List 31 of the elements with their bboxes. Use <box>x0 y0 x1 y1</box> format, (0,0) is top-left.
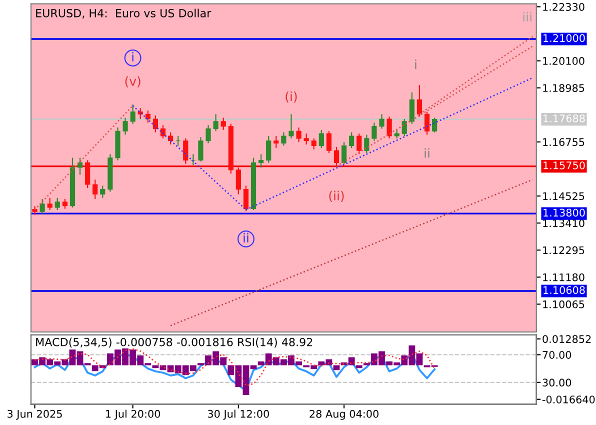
ref-line-label: 1.10608 <box>544 286 585 294</box>
y-tick-label: 0.012852 <box>542 335 591 343</box>
y-tick-label: 1.16755 <box>543 138 584 146</box>
annotation: ii <box>244 232 248 242</box>
annotation: i <box>415 60 416 70</box>
annotation: (v) <box>125 76 140 88</box>
y-tick-label: 1.13410 <box>543 219 584 228</box>
ref-line-label: 1.13800 <box>544 208 585 217</box>
y-tick-label: 1.11180 <box>543 273 584 282</box>
ref-line-label: 1.15750 <box>544 161 585 170</box>
y-tick-label: 1.18985 <box>543 84 584 92</box>
y-tick-label: -0.016640 <box>542 396 595 404</box>
y-tick-label: 1.14525 <box>543 192 584 200</box>
y-tick-label: 1.10065 <box>543 300 584 308</box>
chart-title: EURUSD, H4: Euro vs US Dollar <box>36 8 212 18</box>
y-tick-label: 1.20100 <box>543 57 584 65</box>
y2-tick-label: 70.00 <box>542 350 572 359</box>
annotation: i <box>132 52 134 62</box>
y2-tick-label: 30.00 <box>542 378 572 387</box>
x-tick-label: 28 Aug 04:00 <box>310 410 378 420</box>
annotation: ii <box>424 148 430 158</box>
x-tick-label: 1 Jul 20:00 <box>106 410 160 420</box>
annotation: (ii) <box>329 190 344 202</box>
x-tick-label: 3 Jun 2025 <box>8 410 62 420</box>
annotation: iii <box>523 12 532 22</box>
chart-title: MACD(5,34,5) -0.000758 -0.001816 RSI(14) 48.92 <box>36 338 312 348</box>
x-tick-label: 30 Jul 12:00 <box>208 410 269 420</box>
y-tick-label: 1.12295 <box>543 246 584 254</box>
ref-line-label: 1.21000 <box>544 34 585 42</box>
y-tick-label: 1.22330 <box>543 2 584 11</box>
annotation: (i) <box>286 91 297 103</box>
